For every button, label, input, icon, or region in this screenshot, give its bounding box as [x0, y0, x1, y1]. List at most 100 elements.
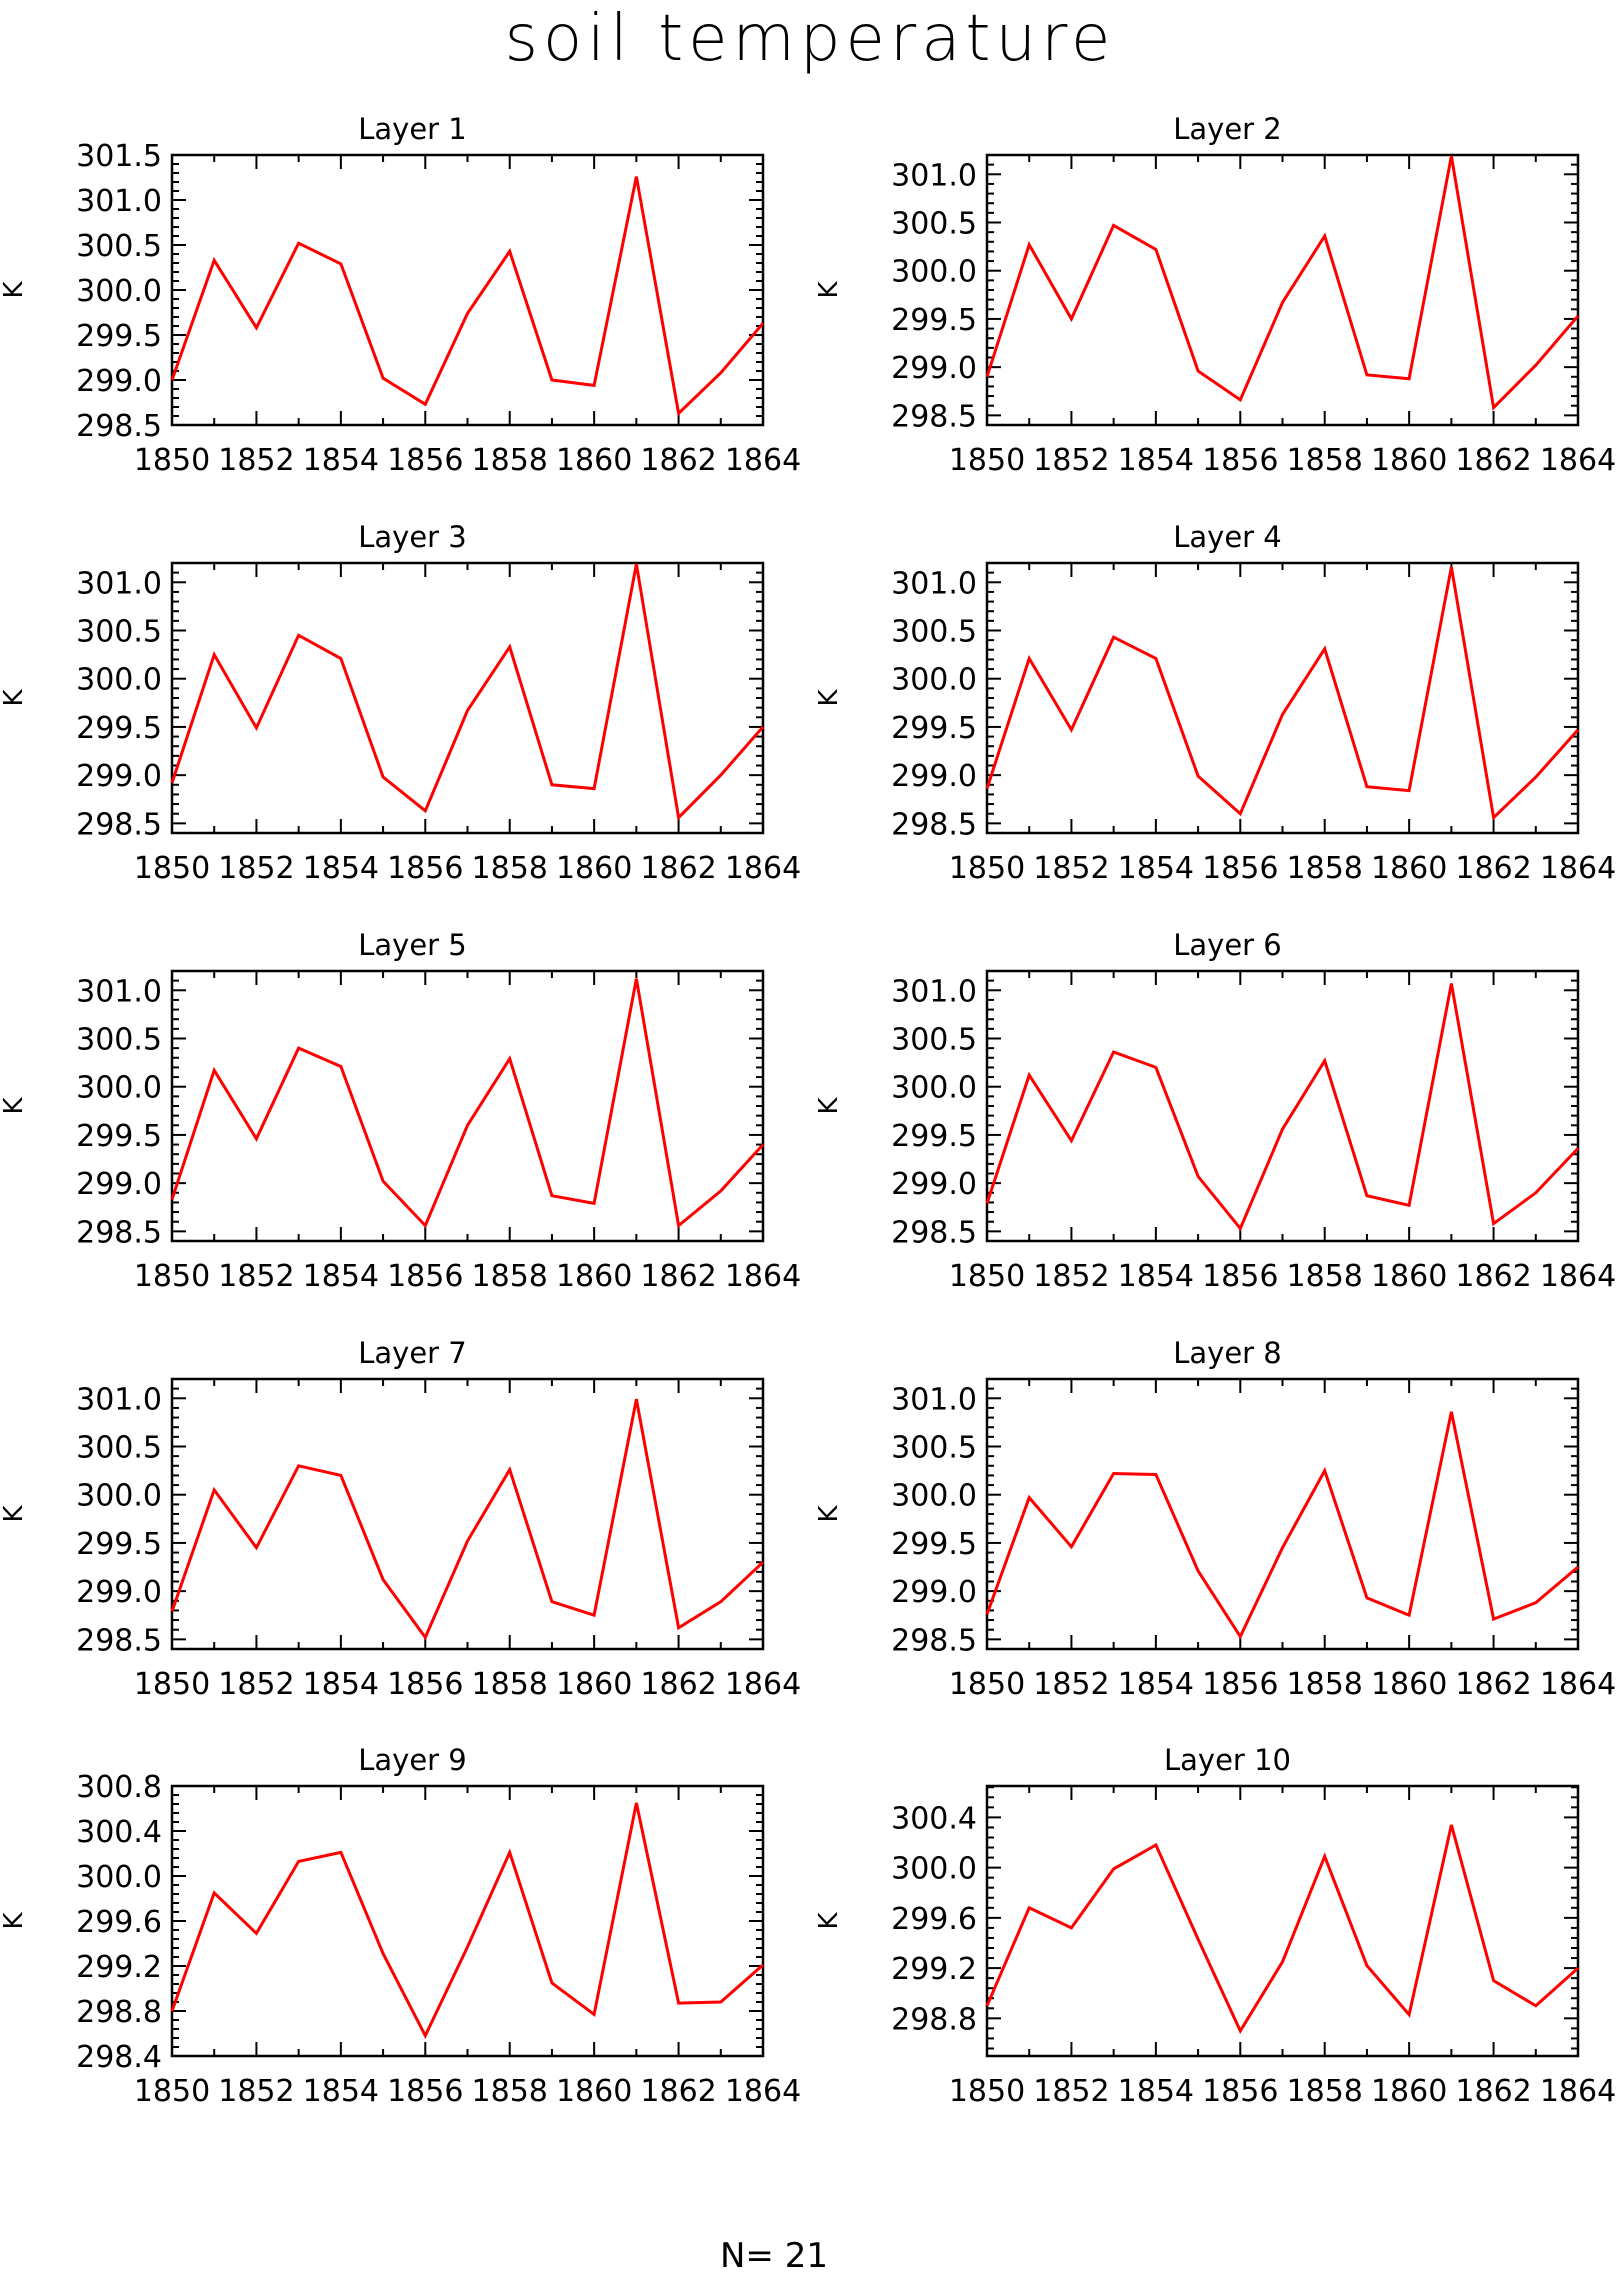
y-axis-label: K — [0, 1912, 29, 1930]
x-tick-label: 1852 — [218, 443, 294, 478]
series-line — [172, 1803, 763, 2036]
y-tick-label: 299.5 — [76, 319, 162, 354]
y-tick-label: 299.0 — [76, 1167, 162, 1202]
x-tick-label: 1862 — [640, 1259, 716, 1294]
panel-7: Layer 7298.5299.0299.5300.0300.5301.0185… — [0, 1336, 801, 1702]
x-tick-label: 1858 — [472, 1667, 548, 1702]
y-tick-label: 299.5 — [76, 711, 162, 746]
x-tick-label: 1864 — [725, 1667, 801, 1702]
x-tick-label: 1856 — [387, 851, 463, 886]
x-tick-label: 1862 — [1455, 443, 1531, 478]
y-tick-label: 299.0 — [76, 759, 162, 794]
y-tick-label: 300.0 — [891, 663, 977, 698]
y-tick-label: 301.0 — [891, 158, 977, 193]
y-tick-label: 298.5 — [76, 807, 162, 842]
panel-title: Layer 8 — [1173, 1336, 1282, 1370]
y-tick-label: 298.5 — [891, 399, 977, 434]
y-tick-label: 300.0 — [76, 1071, 162, 1106]
x-tick-label: 1854 — [303, 443, 379, 478]
series-line — [987, 984, 1578, 1229]
panel-1: Layer 1298.5299.0299.5300.0300.5301.0301… — [0, 112, 801, 478]
x-tick-label: 1864 — [1540, 1259, 1616, 1294]
x-tick-label: 1850 — [134, 1667, 210, 1702]
x-tick-label: 1862 — [1455, 1259, 1531, 1294]
x-tick-label: 1854 — [303, 2074, 379, 2109]
series-line — [987, 1412, 1578, 1637]
x-tick-label: 1856 — [387, 1667, 463, 1702]
x-tick-label: 1858 — [472, 2074, 548, 2109]
y-tick-label: 300.4 — [76, 1815, 162, 1850]
x-tick-label: 1852 — [1033, 443, 1109, 478]
x-tick-label: 1850 — [949, 851, 1025, 886]
x-tick-label: 1856 — [387, 2074, 463, 2109]
y-tick-label: 299.5 — [76, 1119, 162, 1154]
y-tick-label: 300.5 — [891, 207, 977, 242]
y-tick-label: 301.0 — [76, 566, 162, 601]
y-tick-label: 298.8 — [76, 1995, 162, 2030]
x-tick-label: 1860 — [556, 1259, 632, 1294]
x-tick-label: 1864 — [1540, 851, 1616, 886]
x-tick-label: 1850 — [134, 1259, 210, 1294]
x-tick-label: 1854 — [1118, 1667, 1194, 1702]
x-tick-label: 1862 — [1455, 851, 1531, 886]
y-tick-label: 300.0 — [76, 1479, 162, 1514]
y-tick-label: 299.5 — [891, 1119, 977, 1154]
x-tick-label: 1856 — [1202, 1259, 1278, 1294]
y-axis-label: K — [814, 689, 844, 707]
x-tick-label: 1860 — [1371, 443, 1447, 478]
y-tick-label: 301.0 — [891, 974, 977, 1009]
y-axis-label: K — [0, 1505, 29, 1523]
x-tick-label: 1854 — [1118, 1259, 1194, 1294]
y-tick-label: 300.5 — [891, 1023, 977, 1058]
y-tick-label: 299.0 — [76, 1575, 162, 1610]
x-tick-label: 1852 — [218, 1667, 294, 1702]
y-tick-label: 300.5 — [891, 1431, 977, 1466]
x-tick-label: 1862 — [640, 443, 716, 478]
y-tick-label: 299.5 — [891, 303, 977, 338]
x-tick-label: 1862 — [1455, 2074, 1531, 2109]
x-tick-label: 1854 — [303, 851, 379, 886]
series-line — [172, 564, 763, 818]
series-line — [172, 177, 763, 414]
x-tick-label: 1862 — [640, 2074, 716, 2109]
panel-title: Layer 9 — [358, 1743, 467, 1777]
x-tick-label: 1852 — [1033, 2074, 1109, 2109]
plot-frame — [172, 1786, 763, 2056]
x-tick-label: 1854 — [1118, 443, 1194, 478]
y-tick-label: 300.4 — [891, 1801, 977, 1836]
y-tick-label: 300.5 — [76, 615, 162, 650]
x-tick-label: 1864 — [725, 443, 801, 478]
y-tick-label: 299.2 — [76, 1950, 162, 1985]
panel-title: Layer 10 — [1164, 1743, 1291, 1777]
x-tick-label: 1858 — [472, 851, 548, 886]
y-tick-label: 298.5 — [76, 1623, 162, 1658]
x-tick-label: 1850 — [134, 443, 210, 478]
x-tick-label: 1864 — [725, 851, 801, 886]
y-tick-label: 299.0 — [891, 1575, 977, 1610]
x-tick-label: 1854 — [1118, 851, 1194, 886]
y-tick-label: 299.0 — [891, 351, 977, 386]
panel-title: Layer 3 — [358, 520, 467, 554]
x-tick-label: 1852 — [1033, 1667, 1109, 1702]
y-tick-label: 301.0 — [76, 1382, 162, 1417]
y-tick-label: 298.5 — [76, 1215, 162, 1250]
series-line — [987, 567, 1578, 818]
x-tick-label: 1856 — [387, 443, 463, 478]
panel-title: Layer 6 — [1173, 928, 1282, 962]
x-tick-label: 1856 — [1202, 443, 1278, 478]
x-tick-label: 1858 — [1287, 2074, 1363, 2109]
y-tick-label: 300.5 — [76, 1023, 162, 1058]
y-tick-label: 301.0 — [891, 1382, 977, 1417]
x-tick-label: 1860 — [556, 443, 632, 478]
x-tick-label: 1852 — [218, 2074, 294, 2109]
series-line — [172, 979, 763, 1226]
x-tick-label: 1860 — [1371, 1259, 1447, 1294]
x-tick-label: 1860 — [1371, 851, 1447, 886]
x-tick-label: 1850 — [134, 851, 210, 886]
x-tick-label: 1850 — [949, 443, 1025, 478]
x-tick-label: 1854 — [303, 1667, 379, 1702]
y-axis-label: K — [814, 1505, 844, 1523]
y-tick-label: 299.6 — [76, 1905, 162, 1940]
x-tick-label: 1858 — [472, 1259, 548, 1294]
